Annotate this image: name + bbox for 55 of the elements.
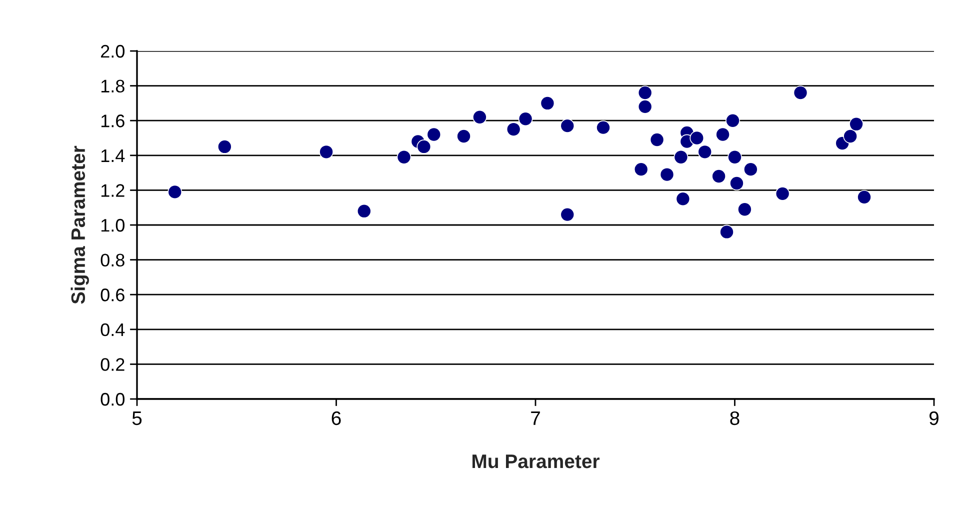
point <box>560 118 575 134</box>
point <box>698 144 712 160</box>
y-tick-label: 2.0 <box>101 44 124 58</box>
y-tick-label: 0.2 <box>100 358 124 371</box>
point <box>744 162 758 177</box>
point <box>650 132 664 147</box>
x-axis-title: Mu Parameter <box>472 454 600 468</box>
point <box>319 144 334 160</box>
point <box>720 224 734 240</box>
y-tick-label: 0.4 <box>100 323 125 336</box>
point <box>217 140 232 154</box>
point <box>456 129 471 144</box>
x-tick-label: 6 <box>332 411 341 426</box>
point <box>775 186 790 201</box>
point <box>730 176 744 190</box>
point <box>638 86 652 100</box>
y-tick-label: 1.2 <box>101 184 124 197</box>
point <box>726 113 740 128</box>
y-tick-label: 0.0 <box>100 392 124 406</box>
point <box>634 162 648 177</box>
point <box>356 204 372 218</box>
point <box>674 150 688 164</box>
point <box>690 130 704 146</box>
point <box>426 127 442 142</box>
point <box>660 167 674 182</box>
x-tick-label: 9 <box>930 411 938 426</box>
point <box>638 99 652 114</box>
y-tick-label: 1.6 <box>101 114 124 128</box>
x-tick-label: 7 <box>531 412 540 425</box>
point <box>416 140 432 154</box>
point <box>676 192 690 206</box>
point <box>472 110 487 124</box>
point <box>738 202 752 217</box>
point <box>716 127 730 142</box>
x-tick-label: 8 <box>730 411 740 426</box>
point <box>518 112 533 126</box>
point <box>396 150 412 164</box>
x-tick-label: 5 <box>132 412 142 426</box>
y-axis-title: Sigma Parameter <box>70 146 89 304</box>
y-tick-label: 1.8 <box>101 80 124 93</box>
point <box>849 116 864 132</box>
point <box>560 207 575 222</box>
y-tick-label: 1.4 <box>101 150 125 162</box>
point <box>596 120 610 135</box>
point <box>793 86 808 100</box>
point <box>540 96 555 110</box>
y-tick-label: 1.0 <box>101 218 124 232</box>
y-tick-label: 0.6 <box>100 288 124 302</box>
point <box>168 184 182 200</box>
point <box>857 190 872 204</box>
point <box>506 122 521 136</box>
y-tick-label: 0.8 <box>100 254 124 267</box>
point <box>843 129 858 144</box>
point <box>712 169 726 184</box>
point <box>728 150 742 164</box>
